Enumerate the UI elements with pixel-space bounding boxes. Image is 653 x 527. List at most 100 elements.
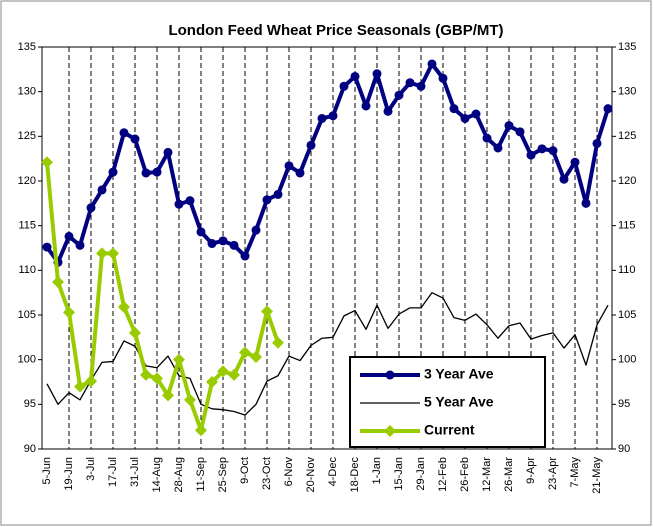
marker <box>405 78 415 88</box>
marker <box>107 247 119 260</box>
marker <box>42 242 52 252</box>
marker <box>173 353 185 366</box>
marker <box>74 380 86 393</box>
marker <box>350 71 360 81</box>
marker <box>152 167 162 177</box>
y2-tick-label: 90 <box>618 443 630 455</box>
marker <box>63 306 75 319</box>
x-tick-label: 21-May <box>591 457 603 494</box>
marker <box>129 326 141 339</box>
marker <box>603 104 613 114</box>
marker <box>228 368 240 381</box>
x-tick-label: 9-Oct <box>239 457 251 484</box>
x-tick-label: 23-Oct <box>261 457 273 490</box>
marker <box>229 240 239 250</box>
marker <box>162 389 174 402</box>
y-tick-label: 120 <box>18 175 36 187</box>
x-tick-label: 7-May <box>569 457 581 488</box>
marker <box>493 143 503 153</box>
x-tick-label: 5-Jun <box>41 457 53 485</box>
y-tick-label: 135 <box>18 41 36 53</box>
marker <box>250 350 262 363</box>
marker <box>118 300 130 313</box>
legend-marker <box>385 370 395 380</box>
marker <box>537 144 547 154</box>
series-line <box>45 61 610 265</box>
marker <box>218 236 228 246</box>
marker <box>592 138 602 148</box>
x-tick-label: 12-Feb <box>437 457 449 492</box>
marker <box>262 195 272 205</box>
x-tick-label: 14-Aug <box>151 457 163 492</box>
y-tick-label: 95 <box>24 398 36 410</box>
marker <box>317 113 327 123</box>
marker <box>163 147 173 157</box>
marker <box>449 104 459 114</box>
y-tick-label: 100 <box>18 354 36 366</box>
y-tick-label: 115 <box>18 220 36 232</box>
marker <box>570 157 580 167</box>
marker <box>217 365 229 378</box>
y-tick-label: 105 <box>18 309 36 321</box>
x-tick-label: 18-Dec <box>349 457 361 493</box>
marker <box>97 185 107 195</box>
marker <box>240 251 250 261</box>
marker <box>185 196 195 206</box>
marker <box>416 81 426 91</box>
x-tick-label: 19-Jun <box>63 457 75 491</box>
x-tick-label: 6-Nov <box>283 457 295 487</box>
y-tick-label: 125 <box>18 130 36 142</box>
y2-tick-label: 110 <box>618 264 636 276</box>
marker <box>272 336 284 349</box>
marker <box>130 134 140 144</box>
marker <box>184 393 196 406</box>
marker <box>328 111 338 121</box>
x-tick-label: 11-Sep <box>195 457 207 492</box>
marker <box>151 372 163 385</box>
x-tick-label: 28-Aug <box>173 457 185 492</box>
marker <box>86 203 96 213</box>
y-tick-label: 110 <box>18 264 36 276</box>
marker <box>438 73 448 83</box>
marker <box>515 127 525 137</box>
marker <box>460 113 470 123</box>
series-line <box>45 162 280 433</box>
y2-tick-label: 125 <box>618 130 636 142</box>
legend-label: Current <box>424 422 475 438</box>
marker <box>339 81 349 91</box>
marker <box>581 198 591 208</box>
marker <box>239 346 251 359</box>
plot-area <box>41 46 613 450</box>
marker <box>206 376 218 388</box>
y2-tick-label: 115 <box>618 220 636 232</box>
x-tick-label: 15-Jan <box>393 457 405 491</box>
x-tick-label: 26-Feb <box>459 457 471 492</box>
x-tick-label: 3-Jul <box>85 457 97 481</box>
x-tick-label: 12-Mar <box>481 457 493 492</box>
marker <box>75 240 85 250</box>
marker <box>526 150 536 160</box>
marker <box>295 168 305 178</box>
y2-tick-label: 135 <box>618 41 636 53</box>
marker <box>361 101 371 111</box>
marker <box>482 133 492 143</box>
marker <box>85 375 97 388</box>
x-tick-label: 26-Mar <box>503 457 515 492</box>
y2-tick-label: 120 <box>618 175 636 187</box>
y2-tick-label: 100 <box>618 354 636 366</box>
marker <box>273 189 283 199</box>
x-tick-label: 20-Nov <box>305 457 317 493</box>
marker <box>504 121 514 131</box>
marker <box>196 227 206 237</box>
marker <box>64 231 74 241</box>
marker <box>559 174 569 184</box>
marker <box>141 168 151 178</box>
x-tick-label: 23-Apr <box>547 457 559 490</box>
marker <box>119 128 129 138</box>
marker <box>251 225 261 235</box>
marker <box>261 305 273 318</box>
y2-tick-label: 95 <box>618 398 630 410</box>
marker <box>207 239 217 249</box>
marker <box>548 146 558 156</box>
